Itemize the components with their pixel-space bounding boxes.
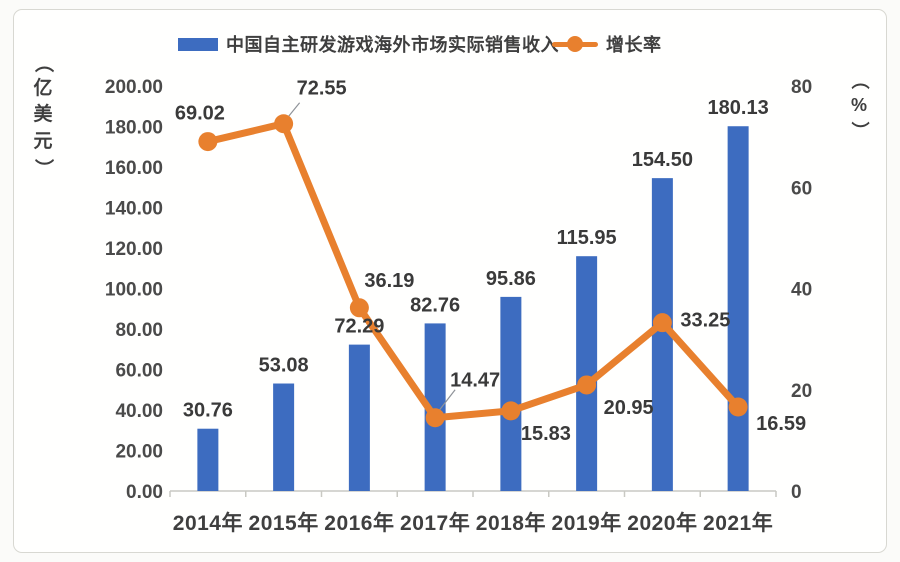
bar-2020年 [651,178,673,491]
left-axis-tick: 60.00 [115,361,163,382]
marker-2020年 [652,313,672,333]
bar-label-2015年: 53.08 [259,355,309,377]
bar-2017年 [424,323,446,491]
bar-label-2021年: 180.13 [708,97,769,119]
left-axis-tick: 160.00 [105,158,163,179]
left-axis-tick: 180.00 [105,118,163,139]
legend-item-growth: 增长率 [552,31,662,57]
left-axis-unit: （亿美元） [33,53,55,178]
label-leader-line [437,389,456,413]
marker-2016年 [349,298,369,318]
x-label-2021年: 2021年 [703,511,773,535]
bar-series-swatch-icon [178,37,218,51]
bar-label-2017年: 82.76 [410,294,460,316]
marker-2014年 [198,132,218,152]
right-axis-unit: （%） [849,71,870,140]
x-label-2015年: 2015年 [249,511,319,535]
right-axis-tick: 80 [791,77,812,98]
legend-item-revenue: 中国自主研发游戏海外市场实际销售收入 [178,31,559,57]
marker-2017年 [425,408,445,428]
marker-2019年 [577,375,597,395]
left-axis-tick: 20.00 [115,442,163,463]
bar-2016年 [348,344,370,491]
growth-label-2015年: 72.55 [297,78,347,100]
bar-2014年 [197,428,219,491]
x-label-2016年: 2016年 [324,511,394,535]
x-label-2018年: 2018年 [476,511,546,535]
line-series-swatch-icon [552,35,598,53]
x-label-2014年: 2014年 [173,511,243,535]
growth-label-2017年: 14.47 [450,370,500,392]
growth-label-2020年: 33.25 [680,310,730,332]
growth-label-2016年: 36.19 [364,270,414,292]
bar-label-2014年: 30.76 [183,400,233,422]
left-axis-tick: 100.00 [105,280,163,301]
left-axis-tick: 40.00 [115,401,163,422]
growth-label-2021年: 16.59 [756,413,806,435]
growth-label-2019年: 20.95 [604,397,654,419]
x-label-2019年: 2019年 [552,511,622,535]
growth-label-2018年: 15.83 [521,423,571,445]
left-axis-tick: 80.00 [115,320,163,341]
left-axis-tick: 200.00 [105,77,163,98]
right-axis-tick: 60 [791,178,812,199]
bar-2021年 [727,126,749,491]
bar-series-label: 中国自主研发游戏海外市场实际销售收入 [226,35,559,55]
marker-2015年 [274,114,294,134]
right-axis-tick: 0 [791,482,802,503]
left-axis-tick: 120.00 [105,239,163,260]
bar-2019年 [576,256,598,491]
bar-label-2020年: 154.50 [632,149,693,171]
bar-2018年 [500,296,522,491]
growth-line [204,120,742,422]
line-series-label: 增长率 [606,35,662,55]
marker-2018年 [501,401,521,421]
marker-2021年 [728,397,748,417]
left-axis-tick: 140.00 [105,199,163,220]
x-label-2017年: 2017年 [400,511,470,535]
bar-2015年 [273,383,295,491]
right-axis-tick: 20 [791,381,812,402]
x-label-2020年: 2020年 [627,511,697,535]
right-axis-tick: 40 [791,280,812,301]
bar-label-2016年: 72.29 [334,316,384,338]
growth-label-2014年: 69.02 [175,103,225,125]
bar-label-2019年: 115.95 [557,227,617,249]
bar-label-2018年: 95.86 [486,268,536,290]
left-axis-tick: 0.00 [126,482,163,503]
